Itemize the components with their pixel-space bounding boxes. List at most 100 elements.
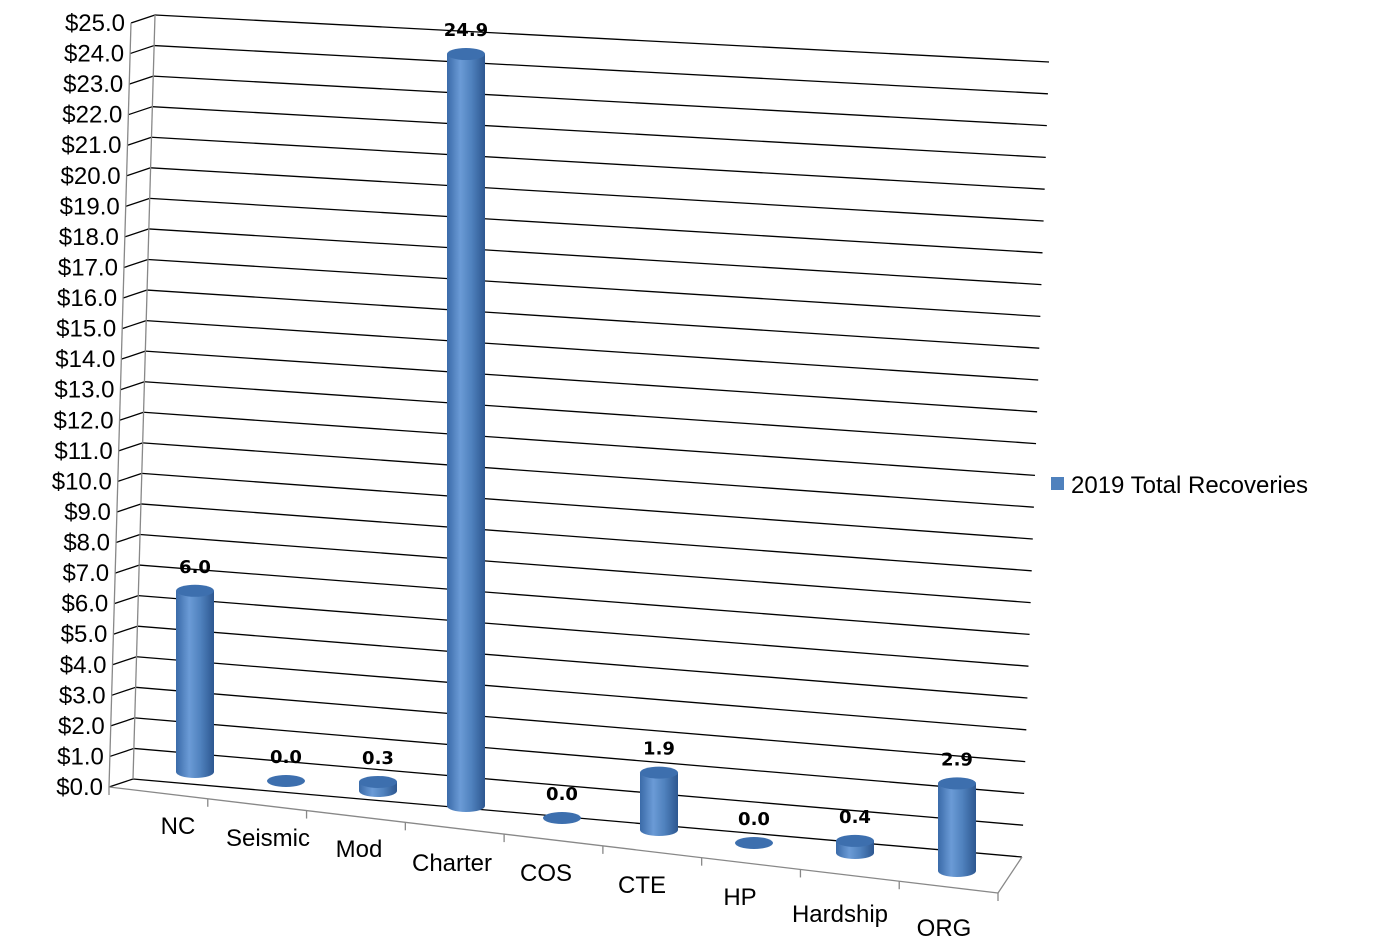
bar-base — [938, 865, 976, 877]
y-tick-label: $11.0 — [54, 438, 112, 465]
data-label: 0.0 — [546, 784, 578, 805]
x-tick-label: Seismic — [226, 825, 310, 852]
gridline-tick — [109, 747, 135, 758]
y-tick-label: $24.0 — [64, 41, 124, 68]
gridline-tick — [117, 472, 143, 483]
bar-body — [176, 590, 214, 772]
x-tick-label: Charter — [412, 850, 492, 877]
gridline-tick — [123, 258, 149, 269]
legend: 2019 Total Recoveries — [1051, 472, 1308, 499]
gridline — [137, 625, 1028, 699]
bar-cos — [543, 812, 581, 824]
y-tick-label: $12.0 — [53, 407, 113, 434]
gridline — [154, 14, 1050, 63]
data-label: 0.0 — [738, 809, 770, 830]
bar-charter — [447, 48, 485, 812]
bar-top — [543, 812, 581, 824]
gridline — [139, 564, 1030, 636]
data-label: 0.3 — [362, 748, 394, 769]
gridline-tick — [122, 289, 148, 299]
gridline-tick — [110, 717, 135, 727]
y-axis-tick-labels: $0.0 $1.0 $2.0 $3.0 $4.0 $5.0 $6.0 $7.0 $8.0 $9.0… — [52, 10, 125, 801]
gridline-tick — [129, 75, 154, 85]
data-label: 0.4 — [839, 807, 871, 828]
gridline-tick — [126, 167, 151, 177]
y-tick-label: $14.0 — [55, 346, 115, 373]
gridline — [140, 503, 1032, 572]
back-left-axis — [132, 14, 156, 780]
y-tick-label: $0.0 — [56, 774, 103, 801]
bar-base — [447, 800, 485, 812]
bar-body — [640, 772, 678, 830]
y-tick-label: $6.0 — [62, 591, 109, 618]
data-label: 1.9 — [643, 739, 675, 760]
gridline — [139, 533, 1031, 604]
gridline — [147, 258, 1041, 318]
y-tick-label: $2.0 — [58, 713, 105, 740]
gridline — [136, 656, 1027, 731]
data-labels: 6.0 0.0 0.3 24.9 0.0 1.9 0.0 0.4 2.9 — [179, 20, 973, 830]
gridline — [144, 381, 1037, 445]
y-tick-label: $25.0 — [65, 10, 125, 37]
gridline-tick — [125, 197, 150, 207]
y-tick-label: $18.0 — [59, 224, 119, 251]
gridline-tick — [121, 350, 146, 360]
y-tick-label: $5.0 — [61, 621, 108, 648]
bar-base — [836, 847, 874, 859]
bar-base — [176, 766, 214, 778]
bar-top — [938, 777, 976, 790]
bar-mod — [359, 775, 397, 797]
bar-org — [938, 777, 976, 877]
x-axis — [108, 786, 999, 894]
gridline — [145, 350, 1038, 413]
legend-label: 2019 Total Recoveries — [1071, 472, 1308, 499]
gridline-tick — [129, 44, 155, 55]
y-axis — [108, 22, 132, 788]
gridline-tick — [119, 411, 144, 421]
bar-top — [267, 775, 305, 787]
bars — [176, 48, 976, 877]
y-tick-label: $13.0 — [54, 377, 114, 404]
data-label: 6.0 — [179, 557, 211, 578]
axes — [108, 14, 1023, 901]
gridline-tick — [111, 686, 136, 696]
gridline — [138, 594, 1029, 667]
bar-nc — [176, 584, 214, 778]
y-tick-label: $15.0 — [56, 316, 116, 343]
x-tick-label: Hardship — [792, 901, 888, 928]
gridline-tick — [120, 381, 145, 391]
gridline-tick — [113, 625, 138, 635]
gridline-tick — [127, 136, 152, 146]
gridline — [149, 197, 1043, 254]
y-tick-label: $9.0 — [64, 499, 111, 526]
gridline — [153, 75, 1047, 127]
x-tick-label: HP — [723, 884, 756, 911]
floor-right-edge — [997, 856, 1023, 894]
bar-body — [447, 54, 485, 806]
x-tick-label: Mod — [336, 836, 383, 863]
gridline — [150, 167, 1044, 222]
data-label: 2.9 — [941, 749, 973, 770]
legend-swatch — [1051, 477, 1064, 490]
gridline — [133, 747, 1024, 826]
gridline-tick — [121, 319, 147, 330]
gridline — [142, 442, 1034, 508]
gridline-tick — [114, 564, 140, 574]
bar-top — [836, 834, 874, 847]
bar-seismic — [267, 775, 305, 787]
y-tick-label: $17.0 — [58, 254, 118, 281]
y-tick-label: $21.0 — [61, 132, 121, 159]
bar-top — [359, 775, 397, 788]
y-tick-label: $1.0 — [57, 743, 104, 770]
gridline-tick — [114, 595, 139, 605]
gridline-tick — [130, 14, 156, 24]
bar-top — [447, 48, 485, 61]
x-tick-label: COS — [520, 860, 572, 887]
bar-top — [735, 837, 773, 849]
gridline — [143, 411, 1036, 477]
gridline — [146, 319, 1039, 381]
x-tick-label: NC — [161, 813, 196, 840]
gridline — [134, 717, 1025, 795]
gridline-tick — [112, 656, 137, 666]
